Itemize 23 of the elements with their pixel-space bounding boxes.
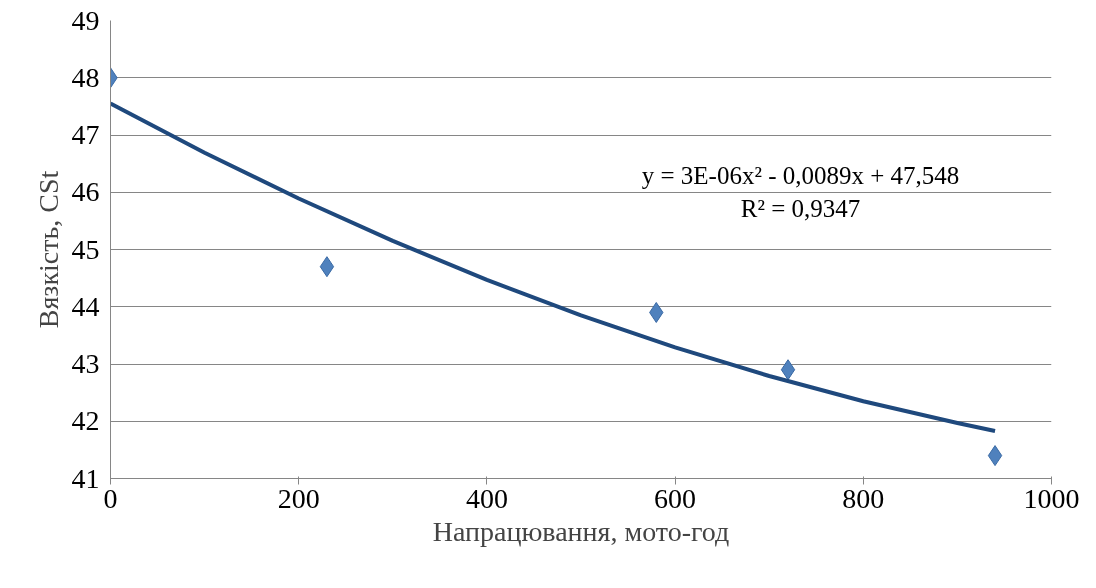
y-tick-label: 43 <box>71 348 100 379</box>
annotation: y = 3E-06x² - 0,0089x + 47,548 <box>641 161 960 189</box>
y-tick-label: 44 <box>71 290 100 322</box>
y-axis-title: Вязкість, CSt <box>32 170 64 329</box>
y-tick-label: 45 <box>71 233 100 265</box>
x-tick-label: 1000 <box>1023 482 1080 514</box>
y-tick-label: 49 <box>71 4 100 36</box>
y-tick-label: 48 <box>71 61 100 93</box>
annotation: R² = 0,9347 <box>740 194 861 222</box>
x-tick-label: 400 <box>465 482 508 514</box>
y-tick-label: 41 <box>71 462 100 494</box>
x-tick-label: 600 <box>654 482 697 514</box>
y-tick-label: 47 <box>71 119 100 150</box>
point <box>319 256 335 278</box>
line-series <box>110 101 998 433</box>
x-tick-label: 200 <box>277 482 320 514</box>
point <box>780 359 796 381</box>
x-tick-label: 0 <box>103 482 118 514</box>
y-tick-label: 46 <box>71 176 100 208</box>
x-axis-title: Напрацювання, мото-год <box>432 515 730 547</box>
point <box>987 445 1003 467</box>
y-tick-label: 42 <box>71 405 100 437</box>
x-tick-label: 800 <box>842 482 885 514</box>
